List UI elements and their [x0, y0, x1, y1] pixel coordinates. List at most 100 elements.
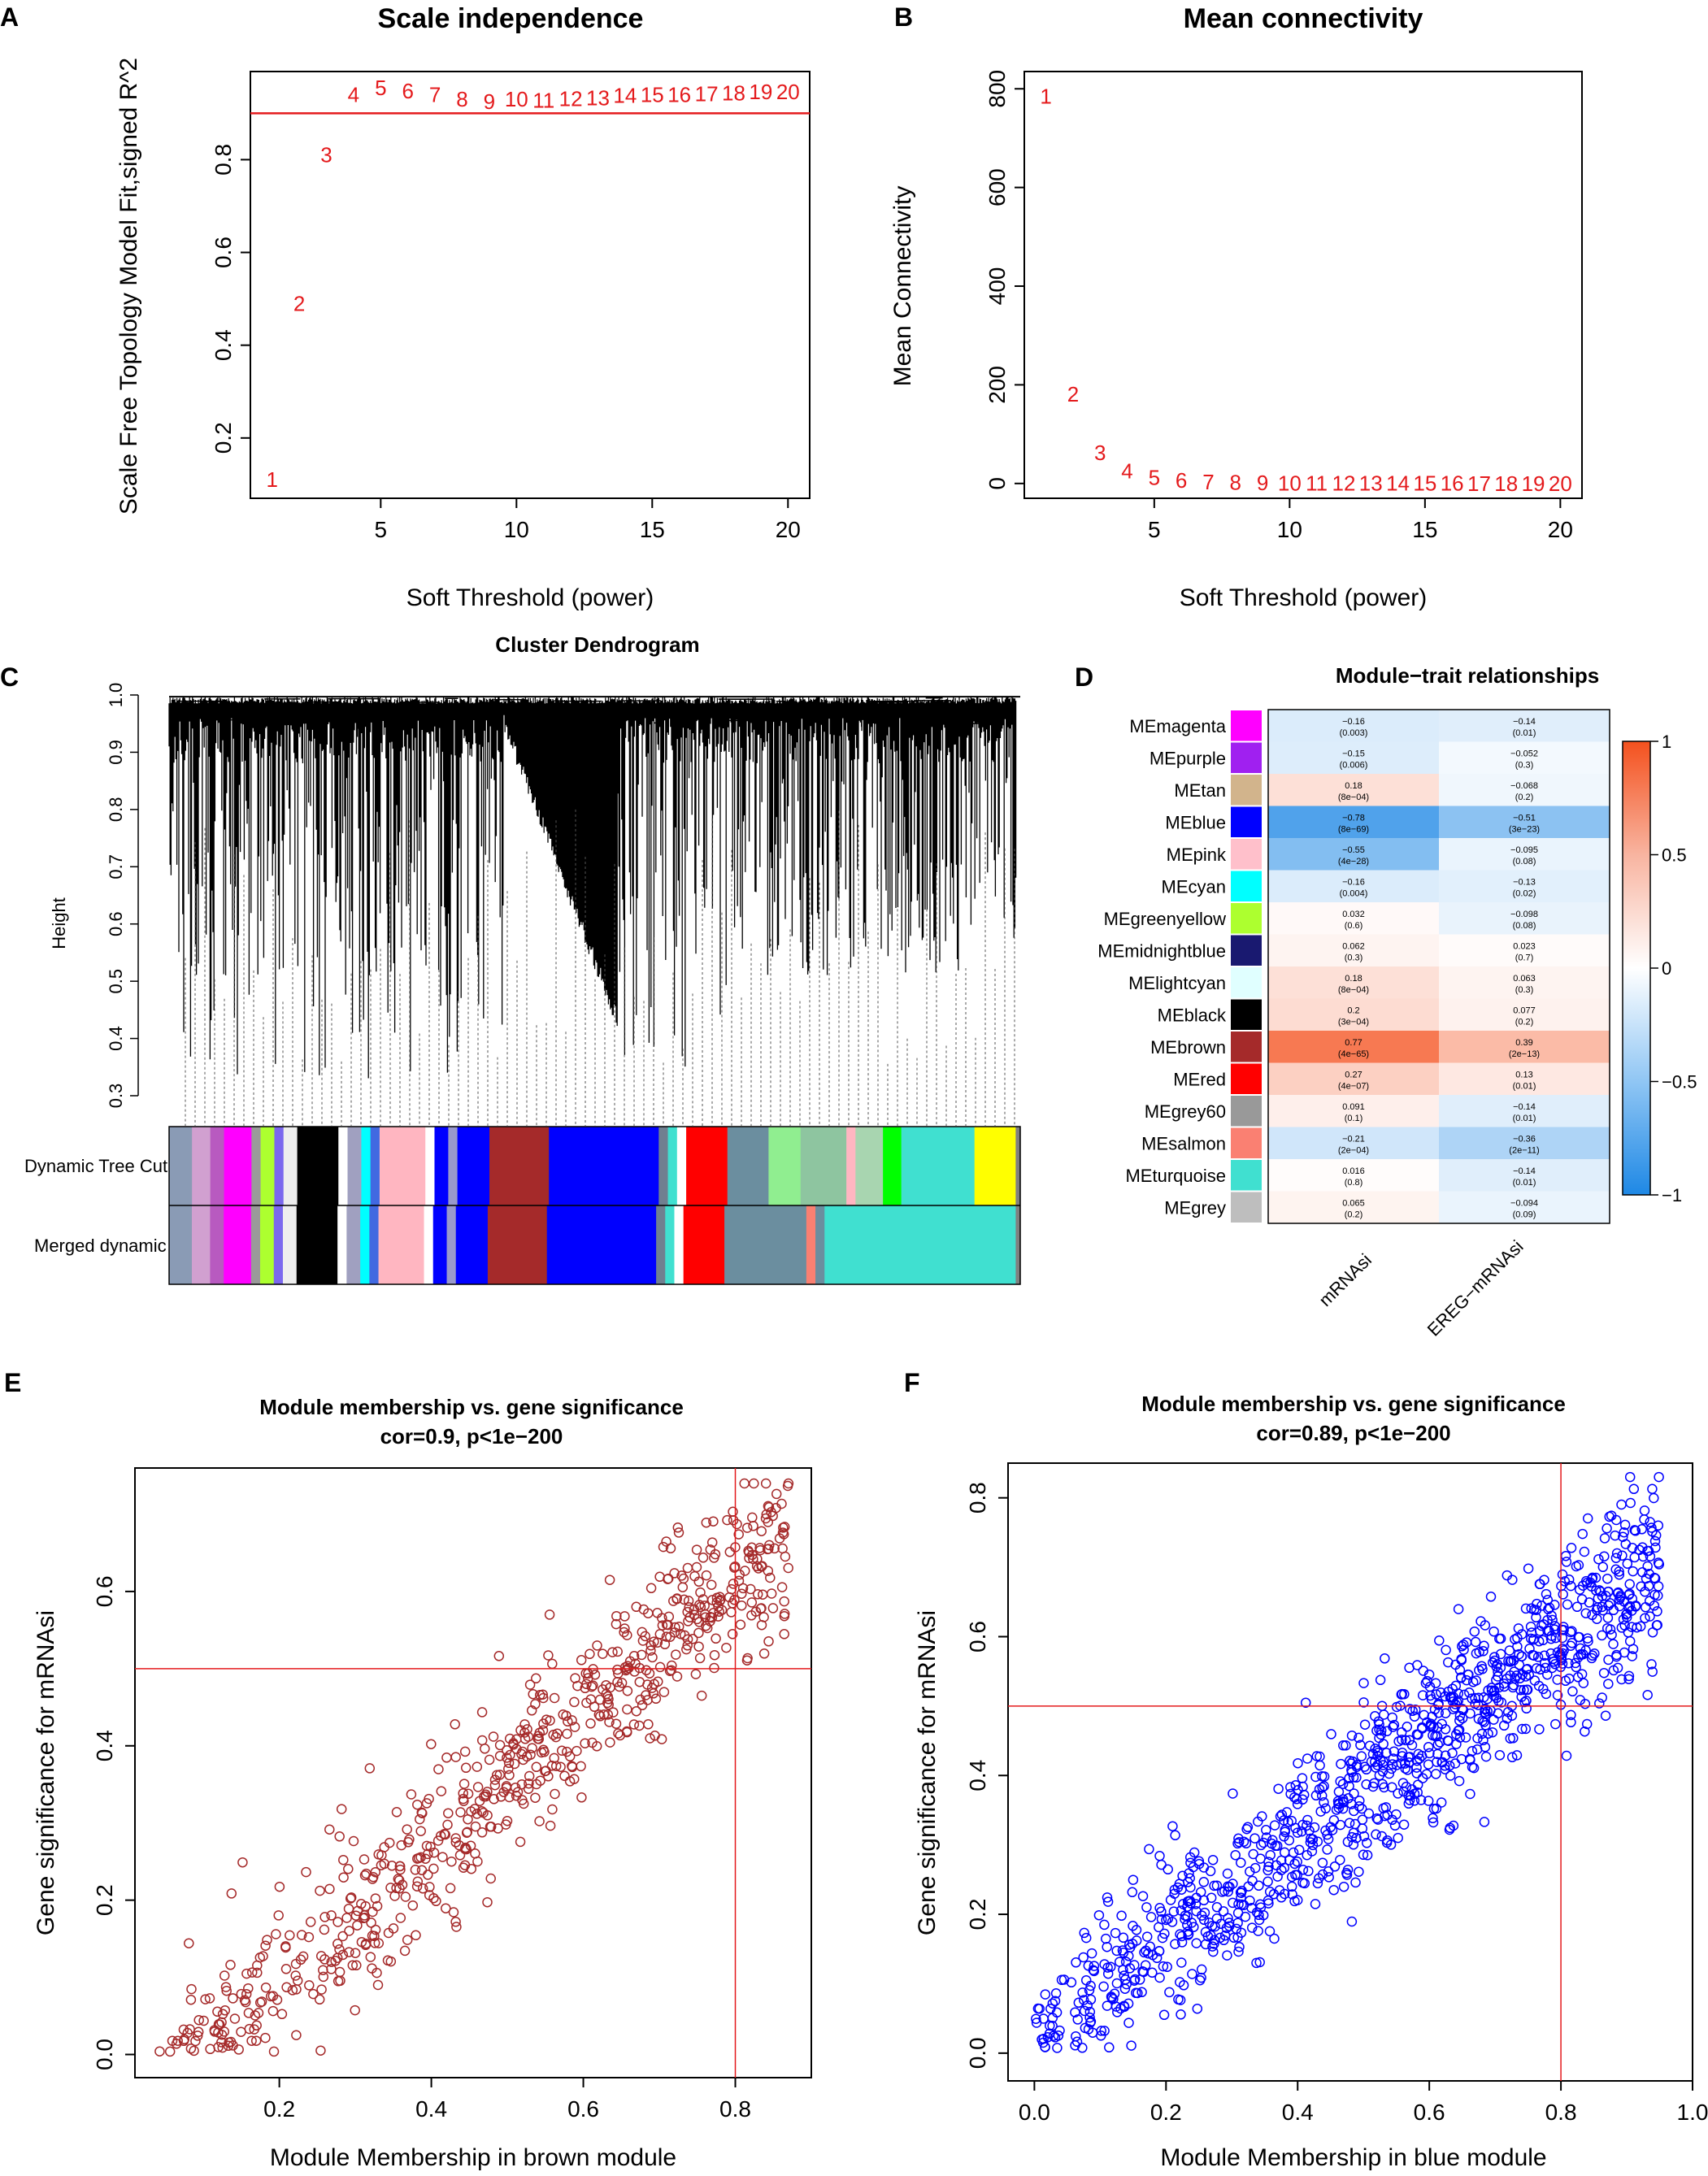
panel-f-point: [1154, 1972, 1165, 1983]
panel-f-point: [1185, 1882, 1196, 1893]
panel-f-point: [1246, 1922, 1258, 1933]
panel-f-point: [1173, 1994, 1184, 2005]
panel-e-point: [741, 1522, 753, 1533]
panel-e-point: [592, 1640, 602, 1651]
panel-d-cell: [1268, 998, 1439, 1031]
panel-f-point: [1096, 2026, 1106, 2036]
panel-e-point: [585, 1718, 596, 1729]
panel-e-point: [763, 1501, 774, 1512]
panel-e-point: [442, 1819, 453, 1831]
panel-e-point: [388, 1923, 399, 1934]
panel-c-merged-bar-segment: [337, 1205, 347, 1284]
panel-d-module-swatch: [1231, 903, 1262, 934]
panel-f-point: [1628, 1566, 1638, 1577]
panel-e-point: [607, 1647, 618, 1657]
panel-c-color-bars: [168, 1126, 1021, 1285]
panel-d-cell-value: −0.14: [1513, 1102, 1536, 1112]
panel-f-point: [1319, 1797, 1329, 1808]
panel-e-point: [518, 1798, 529, 1809]
panel-e-point: [735, 1619, 746, 1630]
panel-f-point: [1310, 1771, 1321, 1783]
panel-f-point: [1531, 1605, 1542, 1615]
panel-f-y-ticks: 0.0 0.2 0.4 0.6 0.8: [965, 1482, 1008, 2069]
panel-f-point: [1052, 2043, 1063, 2053]
panel-f-point: [1647, 1627, 1658, 1638]
panel-f-point: [1287, 1889, 1297, 1900]
panel-e-point: [352, 1905, 363, 1917]
panel-f-point: [1198, 1877, 1210, 1887]
panel-e-point: [489, 1774, 501, 1785]
panel-f-point: [1653, 1581, 1664, 1592]
panel-f-point: [1232, 1908, 1244, 1918]
panel-f-point: [1465, 1708, 1475, 1719]
panel-e-point: [569, 1722, 580, 1732]
panel-f-point: [1526, 1603, 1536, 1614]
panel-d-module-swatch: [1231, 775, 1262, 806]
panel-f-point: [1263, 1876, 1273, 1887]
panel-d-cell-value: −0.15: [1342, 749, 1365, 758]
panel-d-cell-value: 0.091: [1342, 1102, 1365, 1112]
panel-f-point: [1426, 1694, 1437, 1705]
panel-d-row-label: MEgreenyellow: [1104, 909, 1227, 929]
panel-d-cell-pvalue: (2e−04): [1338, 1145, 1369, 1155]
panel-e-point: [330, 1956, 341, 1966]
panel-e-point: [465, 1840, 476, 1851]
panel-f-point: [1389, 1820, 1401, 1831]
panel-d-cell-value: −0.14: [1513, 717, 1536, 727]
panel-f-point: [1454, 1775, 1465, 1787]
panel-f-point: [1345, 1758, 1357, 1769]
panel-d-heat-frame: [1267, 709, 1610, 1224]
panel-f-point: [1380, 1810, 1390, 1822]
panel-f-point: [1192, 2003, 1203, 2014]
panel-e-point: [638, 1604, 650, 1615]
panel-e-point: [580, 1738, 590, 1748]
panel-e-point: [502, 1753, 512, 1763]
panel-c-dynamic-bar-segment: [457, 1127, 490, 1205]
panel-d-cell: [1268, 1191, 1439, 1223]
panel-e-point: [200, 1994, 211, 2004]
panel-f-point: [1245, 1895, 1255, 1906]
panel-letter-e: E: [4, 1368, 21, 1397]
panel-f-point: [1359, 1719, 1371, 1730]
panel-b-x-tick-label: 5: [1148, 517, 1161, 542]
panel-f-point: [1253, 1926, 1263, 1936]
panel-e-point: [424, 1882, 435, 1892]
panel-e-point: [754, 1543, 765, 1553]
panel-c-dynamic-bar-segment: [274, 1127, 285, 1205]
panel-e-point: [319, 1954, 330, 1965]
panel-f-point: [1577, 1580, 1588, 1591]
panel-f-point: [1539, 1650, 1549, 1661]
panel-e-point: [216, 2037, 227, 2048]
panel-f-point: [1454, 1715, 1465, 1726]
panel-f-point: [1292, 1827, 1303, 1838]
panel-c-dynamic-bar-segment: [347, 1127, 362, 1205]
panel-f-point: [1279, 1815, 1289, 1826]
panel-e-point: [564, 1751, 576, 1762]
panel-f-point: [1486, 1685, 1497, 1696]
panel-f-point: [1610, 1553, 1622, 1563]
panel-e-point: [550, 1731, 562, 1743]
panel-f-point: [1366, 1756, 1377, 1767]
panel-e-point: [744, 1553, 754, 1564]
panel-d-cell-value: 0.023: [1513, 941, 1536, 951]
panel-e-x-tick-label: 0.8: [719, 2096, 751, 2122]
panel-f-point: [1176, 1884, 1187, 1895]
panel-e-point: [423, 1848, 433, 1860]
panel-f-point: [1409, 1711, 1420, 1722]
panel-f-point: [1567, 1626, 1577, 1636]
panel-e-point: [268, 2046, 280, 2057]
panel-f-point: [1338, 1881, 1349, 1892]
panel-e-point: [629, 1666, 640, 1677]
panel-f-point: [1456, 1655, 1467, 1666]
panel-e-point: [745, 1583, 756, 1595]
panel-e-point: [244, 2023, 255, 2035]
panel-f-point: [1625, 1497, 1636, 1509]
panel-f-point: [1293, 1757, 1303, 1769]
panel-f-point: [1306, 1846, 1318, 1857]
panel-e-y-tick-label: 0.2: [92, 1884, 117, 1916]
panel-f-point: [1080, 1932, 1092, 1944]
panel-e-point: [350, 1948, 361, 1958]
panel-f-x-tick-label: 1.0: [1677, 2100, 1708, 2125]
panel-f-point: [1412, 1660, 1423, 1670]
panel-f-point: [1228, 1788, 1238, 1799]
